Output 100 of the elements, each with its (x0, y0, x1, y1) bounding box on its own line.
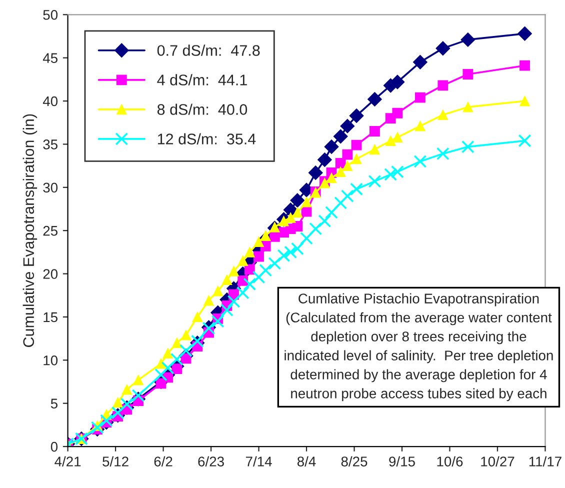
point (259, 264, 272, 277)
point (161, 361, 174, 374)
annotation: Cumlative Pistachio Evapotranspiration (Calculated from the average water content depletion over 8 trees receiving the indicated level of salinity. Per tree depletion determined by the average depletion for 4 neutron probe access tubes sited by each (284, 293, 553, 402)
point (460, 32, 476, 47)
point (317, 152, 332, 167)
x-tick-label: 4/21 (54, 456, 81, 466)
point (90, 421, 104, 434)
y-tick-label: 40 (42, 96, 58, 106)
point (238, 275, 248, 286)
point (385, 136, 396, 146)
point (349, 108, 364, 123)
point (384, 168, 398, 181)
point (318, 214, 332, 228)
point (342, 149, 353, 160)
point (325, 206, 338, 219)
point (520, 96, 530, 106)
point (333, 129, 348, 144)
y-tick-label: 10 (44, 355, 58, 366)
x-tick-label: 9/15 (389, 456, 415, 466)
point (414, 120, 426, 132)
x-tick-label: 6/2 (154, 456, 172, 466)
point (222, 274, 232, 286)
point (132, 389, 145, 402)
point (192, 312, 203, 322)
point (324, 140, 339, 154)
point (120, 398, 134, 411)
point (212, 286, 224, 296)
y-tick-label: 35 (43, 140, 58, 150)
point (351, 154, 362, 164)
point (392, 108, 403, 118)
y-tick-label: 30 (43, 182, 58, 193)
point (461, 140, 474, 154)
point (244, 264, 255, 275)
point (172, 338, 182, 348)
point (335, 166, 346, 178)
point (285, 212, 296, 223)
x-tick-label: 10/6 (437, 456, 463, 466)
point (392, 132, 403, 143)
point (436, 41, 450, 56)
point (412, 54, 428, 70)
x-tick-label: 10/27 (481, 456, 514, 466)
point (122, 384, 132, 395)
point (180, 344, 192, 358)
point (390, 74, 405, 90)
point (367, 92, 382, 107)
point (111, 406, 124, 420)
point (462, 102, 474, 112)
y-axis-title: Cumulative Evapotranspiration (in) (22, 114, 38, 347)
point (518, 134, 532, 148)
point (254, 251, 264, 262)
point (180, 330, 192, 340)
point (301, 196, 312, 208)
legend-label: 4 dS/m: 44.1 (157, 74, 247, 86)
point (368, 174, 382, 188)
x-tick-label: 8/25 (341, 456, 368, 466)
y-tick-label: 15 (44, 312, 58, 322)
x-tick-label: 6/23 (198, 456, 224, 466)
point (436, 147, 450, 160)
y-tick-label: 20 (43, 269, 58, 279)
point (370, 144, 380, 155)
point (133, 374, 144, 386)
point (252, 270, 266, 284)
point (326, 172, 337, 184)
point (162, 348, 174, 358)
point (277, 249, 290, 262)
point (290, 193, 305, 208)
point (340, 190, 354, 202)
point (370, 126, 380, 136)
x-tick-label: 11/17 (529, 456, 562, 466)
x-tick-label: 5/12 (102, 456, 128, 466)
point (269, 222, 280, 232)
point (204, 295, 214, 306)
point (236, 286, 250, 300)
y-tick-label: 50 (43, 10, 58, 20)
point (220, 304, 234, 317)
point (228, 266, 239, 276)
point (254, 236, 264, 248)
y-tick-label: 5 (50, 398, 58, 408)
point (342, 160, 353, 172)
point (244, 246, 255, 258)
point (154, 368, 168, 382)
point (351, 140, 362, 150)
point (238, 256, 248, 266)
point (334, 196, 348, 210)
point (518, 26, 532, 41)
y-tick-label: 25 (43, 226, 58, 236)
point (284, 246, 298, 259)
point (170, 352, 184, 366)
point (390, 165, 404, 178)
point (462, 69, 474, 80)
point (438, 110, 448, 120)
legend-label: 0.7 dS/m: 47.8 (157, 44, 260, 56)
point (350, 182, 363, 196)
point (260, 230, 271, 241)
point (300, 232, 313, 245)
point (414, 92, 426, 103)
point (112, 397, 124, 408)
point (100, 414, 113, 428)
x-tick-label: 8/4 (297, 456, 316, 466)
point (414, 155, 427, 168)
